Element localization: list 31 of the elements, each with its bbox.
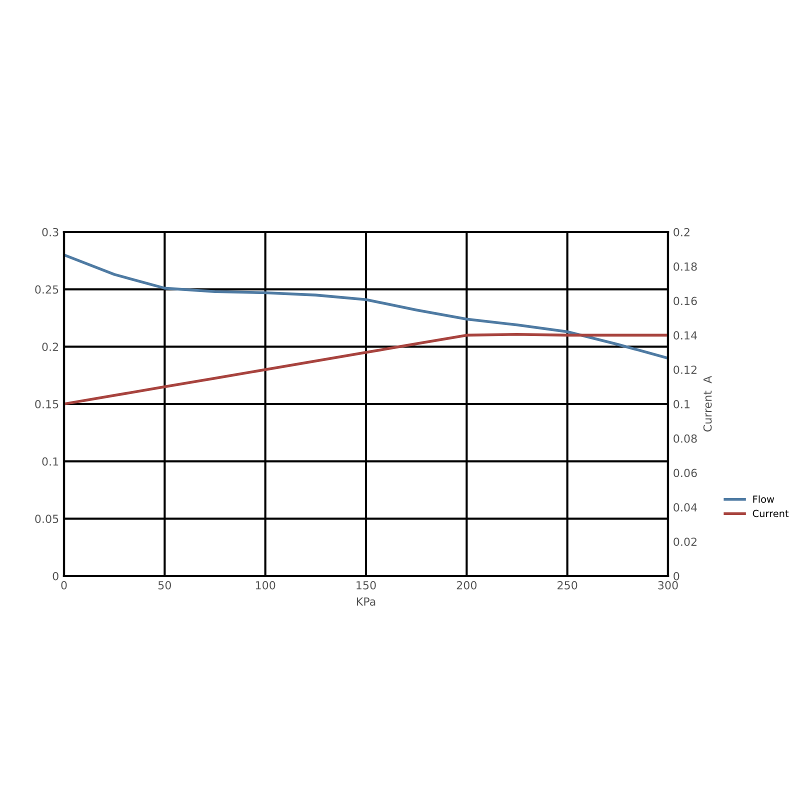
y2-tick-label: 0 bbox=[674, 572, 680, 580]
y2-tick-label: 0.06 bbox=[674, 468, 697, 478]
x-axis-title: KPa bbox=[356, 598, 376, 606]
x-tick-label: 100 bbox=[256, 581, 276, 590]
y2-tick-label: 0.18 bbox=[674, 262, 697, 271]
y-tick-label: 0.15 bbox=[35, 400, 58, 408]
x-tick-label: 300 bbox=[658, 581, 678, 590]
y2-axis-title: Current A bbox=[703, 376, 712, 432]
x-tick-label: 0 bbox=[61, 581, 67, 590]
legend-label: Current bbox=[752, 510, 789, 518]
y2-tick-label: 0.1 bbox=[674, 400, 690, 408]
y-tick-label: 0.2 bbox=[42, 342, 58, 352]
x-tick-label: 150 bbox=[356, 581, 376, 590]
y2-tick-label: 0.12 bbox=[674, 366, 696, 374]
y2-tick-label: 0.04 bbox=[674, 503, 697, 512]
y-tick-label: 0.3 bbox=[42, 228, 58, 236]
line-series bbox=[64, 254, 668, 360]
y2-tick-label: 0.2 bbox=[674, 228, 690, 236]
y2-tick-label: 0.14 bbox=[674, 331, 697, 340]
x-tick-label: 250 bbox=[558, 581, 578, 590]
y-tick-label: 0.05 bbox=[35, 514, 58, 524]
y2-tick-label: 0.08 bbox=[674, 434, 697, 443]
line-series bbox=[64, 332, 668, 406]
legend-label: Flow bbox=[753, 495, 774, 503]
x-tick-label: 200 bbox=[456, 581, 477, 590]
x-tick-label: 50 bbox=[158, 581, 171, 590]
y-tick-label: 0.25 bbox=[35, 285, 58, 294]
y-tick-label: 0.1 bbox=[42, 457, 58, 466]
y2-tick-label: 0.16 bbox=[674, 296, 697, 306]
y2-tick-label: 0.02 bbox=[674, 538, 696, 546]
y-tick-label: 0 bbox=[52, 572, 58, 580]
